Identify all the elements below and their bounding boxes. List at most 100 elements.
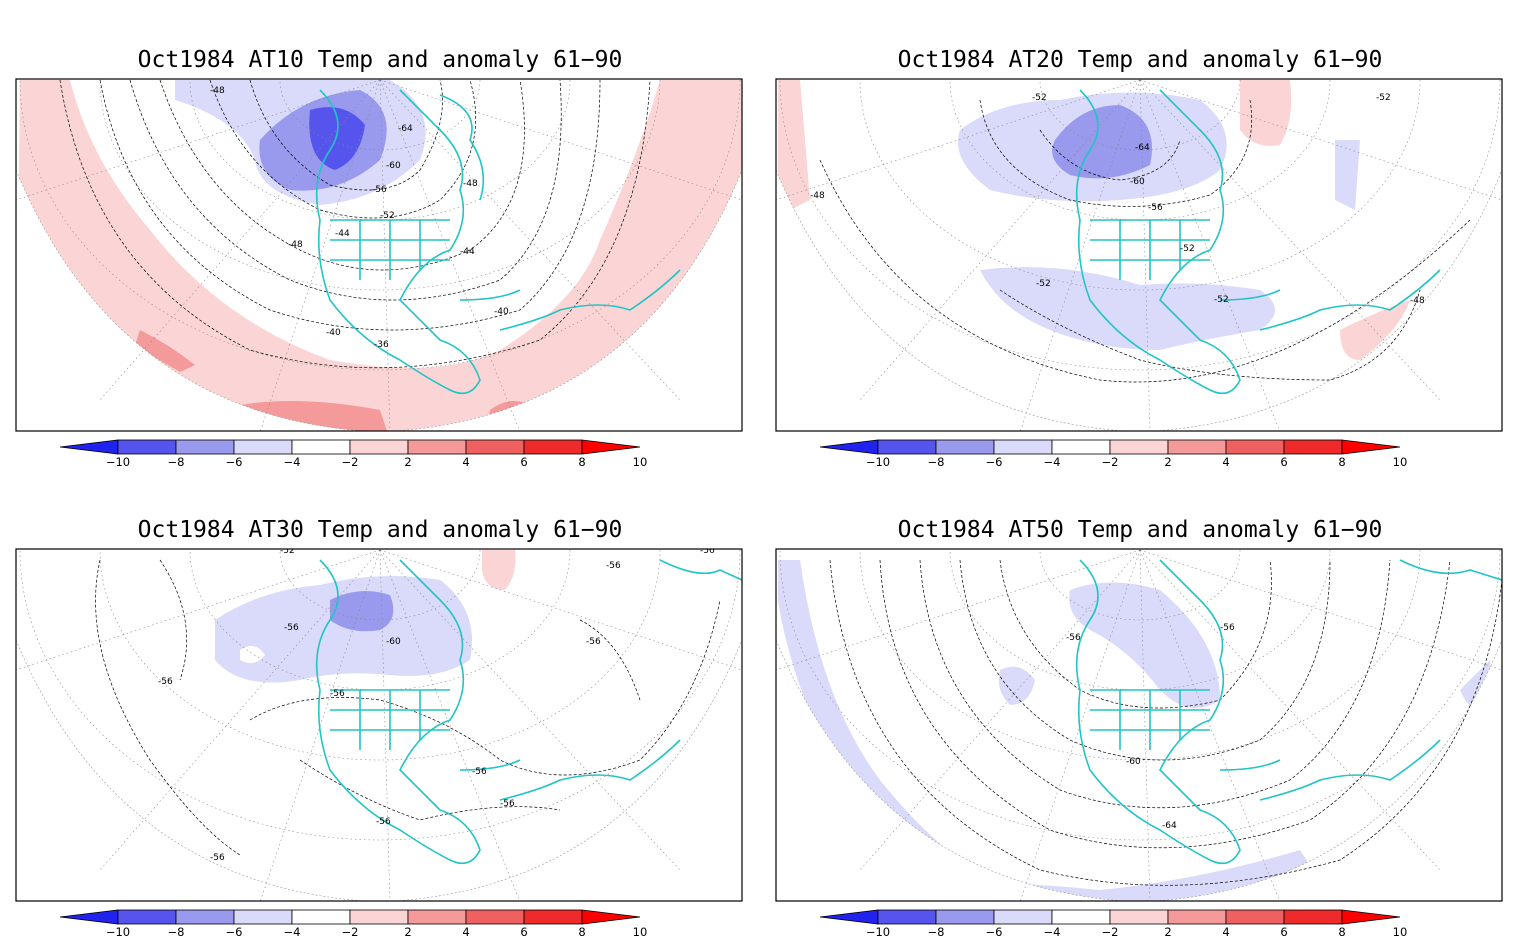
anomaly-negative — [778, 560, 960, 880]
contour-label: -56 — [472, 767, 487, 777]
colorbar-tick-label: −8 — [168, 455, 185, 469]
colorbar-segment — [349, 909, 409, 925]
colorbar-segment — [407, 909, 467, 925]
contour-label: -56 — [376, 817, 391, 827]
colorbar-tick-label: −6 — [226, 925, 243, 939]
colorbar-segment — [1283, 439, 1343, 455]
colorbar-tick-label: −10 — [866, 455, 890, 469]
colorbar-tick-label: −2 — [1102, 455, 1119, 469]
colorbar-arrow-left — [59, 439, 119, 455]
panel-title: Oct1984 AT10 Temp and anomaly 61−90 — [138, 47, 623, 73]
colorbar-tick-label: −4 — [1044, 925, 1061, 939]
map-area: -52 -56 -60 -56 -56 -56 -56 -56 -56 -56 … — [16, 546, 742, 901]
contour-label: -48 — [210, 86, 225, 96]
colorbar-tick-label: −2 — [342, 455, 359, 469]
anomaly-negative — [215, 576, 472, 683]
map-frame — [775, 78, 1503, 432]
colorbar-segment — [523, 439, 583, 455]
colorbar-segment — [877, 439, 937, 455]
contour-label: -48 — [1410, 296, 1425, 306]
colorbar-segment — [877, 909, 937, 925]
contour-label: -48 — [463, 179, 478, 189]
colorbar-tick-label: 10 — [633, 455, 648, 469]
colorbar-tick-label: −8 — [168, 925, 185, 939]
colorbar-tick-label: 10 — [633, 925, 648, 939]
panel-title: Oct1984 AT20 Temp and anomaly 61−90 — [898, 47, 1383, 73]
colorbar-tick-label: 2 — [1164, 455, 1171, 469]
colorbar-tick-label: 8 — [1338, 925, 1345, 939]
colorbar-segment — [117, 439, 177, 455]
contour-label: -56 — [158, 677, 173, 687]
colorbar-segment — [1167, 909, 1227, 925]
colorbar-tick-label: 8 — [578, 925, 585, 939]
contour-label: -52 — [380, 211, 395, 221]
colorbar-tick-label: 10 — [1393, 925, 1408, 939]
contour-label: -36 — [374, 340, 389, 350]
colorbar-tick-label: −4 — [1044, 455, 1061, 469]
colorbar-segment — [465, 439, 525, 455]
contour-label: -60 — [1130, 177, 1145, 187]
coastlines — [1075, 89, 1441, 395]
panel-at20: Oct1984 AT20 Temp and anomaly 61−90 — [775, 47, 1503, 469]
colorbar-arrow-left — [59, 909, 119, 925]
colorbar-segment — [291, 909, 351, 925]
contour-label: -56 — [1066, 633, 1081, 643]
colorbar-tick-label: −6 — [986, 925, 1003, 939]
contour-label: -56 — [500, 799, 515, 809]
map-frame — [775, 548, 1503, 902]
colorbar-tick-label: −6 — [986, 455, 1003, 469]
contour-label: -56 — [1148, 203, 1163, 213]
colorbar-tick-label: 6 — [1280, 925, 1287, 939]
contour-label: -64 — [1135, 143, 1150, 153]
map-area: -52 -64 -60 -56 -52 -52 -52 -52 -48 -48 — [776, 79, 1502, 431]
colorbar-segment — [175, 909, 235, 925]
contour-label: -40 — [326, 328, 341, 338]
contour-label: -52 — [280, 546, 295, 556]
colorbar-arrow-left — [819, 439, 879, 455]
colorbar-segment — [349, 439, 409, 455]
colorbar: −10 −8 −6 −4 −2 2 4 6 8 10 — [59, 909, 648, 939]
contour-label: -52 — [1214, 295, 1229, 305]
colorbar-tick-label: −2 — [342, 925, 359, 939]
contour-label: -52 — [1036, 279, 1051, 289]
coastlines — [315, 89, 681, 395]
colorbar-arrow-right — [1341, 439, 1401, 455]
colorbar-tick-label: 4 — [1222, 455, 1229, 469]
colorbar-arrow-right — [581, 439, 641, 455]
colorbar-segment — [233, 439, 293, 455]
contour-label: -60 — [1126, 757, 1141, 767]
colorbar-segment — [1109, 909, 1169, 925]
colorbar-segment — [1225, 439, 1285, 455]
colorbar-arrow-right — [581, 909, 641, 925]
colorbar: −10 −8 −6 −4 −2 2 4 6 8 10 — [59, 439, 648, 469]
contour-label: -52 — [1180, 244, 1195, 254]
contour-label: -56 — [330, 689, 345, 699]
colorbar: −10 −8 −6 −4 −2 2 4 6 8 10 — [819, 909, 1408, 939]
contour-label: -44 — [335, 229, 350, 239]
colorbar-segment — [117, 909, 177, 925]
coastlines — [315, 559, 742, 865]
colorbar-segment — [935, 909, 995, 925]
contour-label: -52 — [1376, 93, 1391, 103]
colorbar-segment — [1283, 909, 1343, 925]
coastlines — [1075, 559, 1502, 865]
colorbar-tick-label: 8 — [578, 455, 585, 469]
map-frame — [15, 78, 743, 432]
contour-label: -56 — [586, 637, 601, 647]
colorbar-tick-label: 6 — [520, 455, 527, 469]
colorbar-arrow-left — [819, 909, 879, 925]
contour-label: -48 — [810, 191, 825, 201]
contour-label: -64 — [398, 124, 413, 134]
panel-title: Oct1984 AT50 Temp and anomaly 61−90 — [898, 517, 1383, 543]
map-frame — [15, 548, 743, 902]
contour-label: -56 — [700, 546, 715, 556]
colorbar-tick-label: 2 — [404, 455, 411, 469]
contour-label: -56 — [210, 853, 225, 863]
colorbar-tick-label: 2 — [1164, 925, 1171, 939]
colorbar-tick-label: 10 — [1393, 455, 1408, 469]
colorbar-tick-label: −2 — [1102, 925, 1119, 939]
contour-label: -56 — [284, 623, 299, 633]
colorbar-tick-label: −10 — [106, 925, 130, 939]
colorbar-segment — [935, 439, 995, 455]
